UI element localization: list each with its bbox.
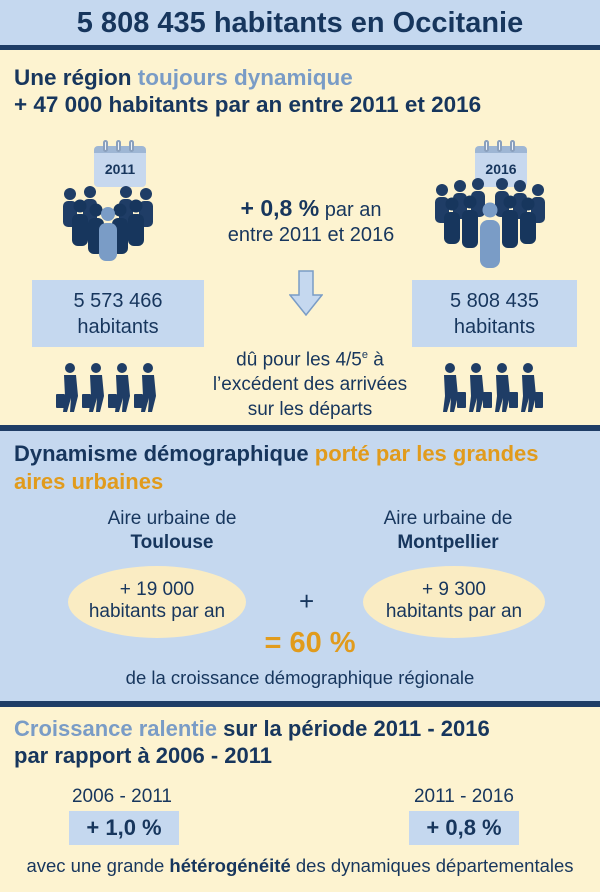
growth-statement: + 0,8 % par an entre 2011 et 2016 <box>196 196 426 248</box>
growth-rate: + 0,8 % <box>240 195 320 221</box>
section1-heading-line2: + 47 000 habitants par an entre 2011 et … <box>14 92 482 117</box>
crowd-icon <box>435 178 545 268</box>
population-2016-value: 5 808 435 <box>450 290 539 312</box>
population-2011-value: 5 573 466 <box>73 290 163 312</box>
down-arrow-icon <box>289 270 323 316</box>
calendar-year-start: 2011 <box>104 161 136 177</box>
migration-explanation: dû pour les 4/5e à l’excédent des arrivé… <box>170 343 450 422</box>
growth-rate-suffix: par an <box>319 199 382 221</box>
section3-heading-accent: Croissance ralentie <box>14 716 217 741</box>
section3-heading-line2: par rapport à 2006 - 2011 <box>14 743 273 768</box>
area1-label: Aire urbaine de <box>107 508 237 529</box>
calendar-year-end: 2016 <box>485 161 517 177</box>
population-2016-box: 5 808 435 habitants <box>412 280 577 347</box>
travelers-icon <box>443 363 543 412</box>
reason-superscript: e <box>361 349 368 361</box>
section2-heading: Dynamisme démographique porté par les gr… <box>14 440 594 496</box>
travelers-icon <box>56 363 156 412</box>
section1-heading-text: Une région <box>14 65 138 90</box>
rate-2011-2016: + 0,8 % <box>409 811 519 845</box>
section2-heading-text: Dynamisme démographique <box>14 441 315 466</box>
footer-bold: hétérogénéité <box>169 855 291 876</box>
crowd-icon <box>63 186 153 261</box>
growth-period: entre 2011 et 2016 <box>227 224 395 246</box>
section-divider <box>0 701 600 707</box>
montpellier-growth-bubble: + 9 300 habitants par an <box>363 566 545 638</box>
area-toulouse-label: Aire urbaine de Toulouse <box>60 507 284 555</box>
reason-text-b: à <box>367 349 384 371</box>
area1-city: Toulouse <box>130 532 214 553</box>
toulouse-growth-bubble: + 19 000 habitants par an <box>68 566 246 638</box>
population-2011-unit: habitants <box>77 316 159 338</box>
section-slowdown <box>0 707 600 892</box>
title-banner <box>0 0 600 50</box>
calendar-icon: 2016 <box>475 140 527 187</box>
reason-line2: l’excédent des arrivées <box>212 374 408 396</box>
period-2011-2016: 2011 - 2016 <box>413 786 514 807</box>
area2-unit: habitants par an <box>385 601 523 622</box>
area1-growth: + 19 000 <box>119 579 195 600</box>
area2-city: Montpellier <box>397 532 499 553</box>
area-montpellier-label: Aire urbaine de Montpellier <box>336 507 560 555</box>
urban-share: = 60 % <box>264 627 356 659</box>
section2-heading-accent: porté par les grandes aires urbaines <box>14 441 539 494</box>
area2-label: Aire urbaine de <box>383 508 513 529</box>
reason-line3: sur les départs <box>247 399 373 421</box>
calendar-icon: 2011 <box>94 140 146 187</box>
reason-text-a: dû pour les 4/5 <box>236 349 362 371</box>
section3-heading-text: sur la période 2011 - 2016 <box>216 716 490 741</box>
footer-text-b: des dynamiques départementales <box>290 855 574 876</box>
section-urban-areas <box>0 431 600 701</box>
population-2016-unit: habitants <box>453 316 536 338</box>
area2-growth: + 9 300 <box>422 579 486 600</box>
section3-heading: Croissance ralentie sur la période 2011 … <box>14 715 490 769</box>
period-2006-2011: 2006 - 2011 <box>71 786 172 807</box>
urban-share-caption: de la croissance démographique régionale <box>125 667 475 688</box>
section-divider <box>0 425 600 431</box>
section1-heading: Une région toujours dynamique + 47 000 h… <box>14 64 481 118</box>
plus-sign: + <box>299 586 315 616</box>
area1-unit: habitants par an <box>88 601 226 622</box>
page-title: 5 808 435 habitants en Occitanie <box>76 7 524 39</box>
rate-2006-2011: + 1,0 % <box>69 811 179 845</box>
section1-heading-accent: toujours dynamique <box>137 65 353 90</box>
population-2011-box: 5 573 466 habitants <box>32 280 204 347</box>
footer-text-a: avec une grande <box>26 855 170 876</box>
footer-note: avec une grande hétérogénéité des dynami… <box>0 855 600 877</box>
